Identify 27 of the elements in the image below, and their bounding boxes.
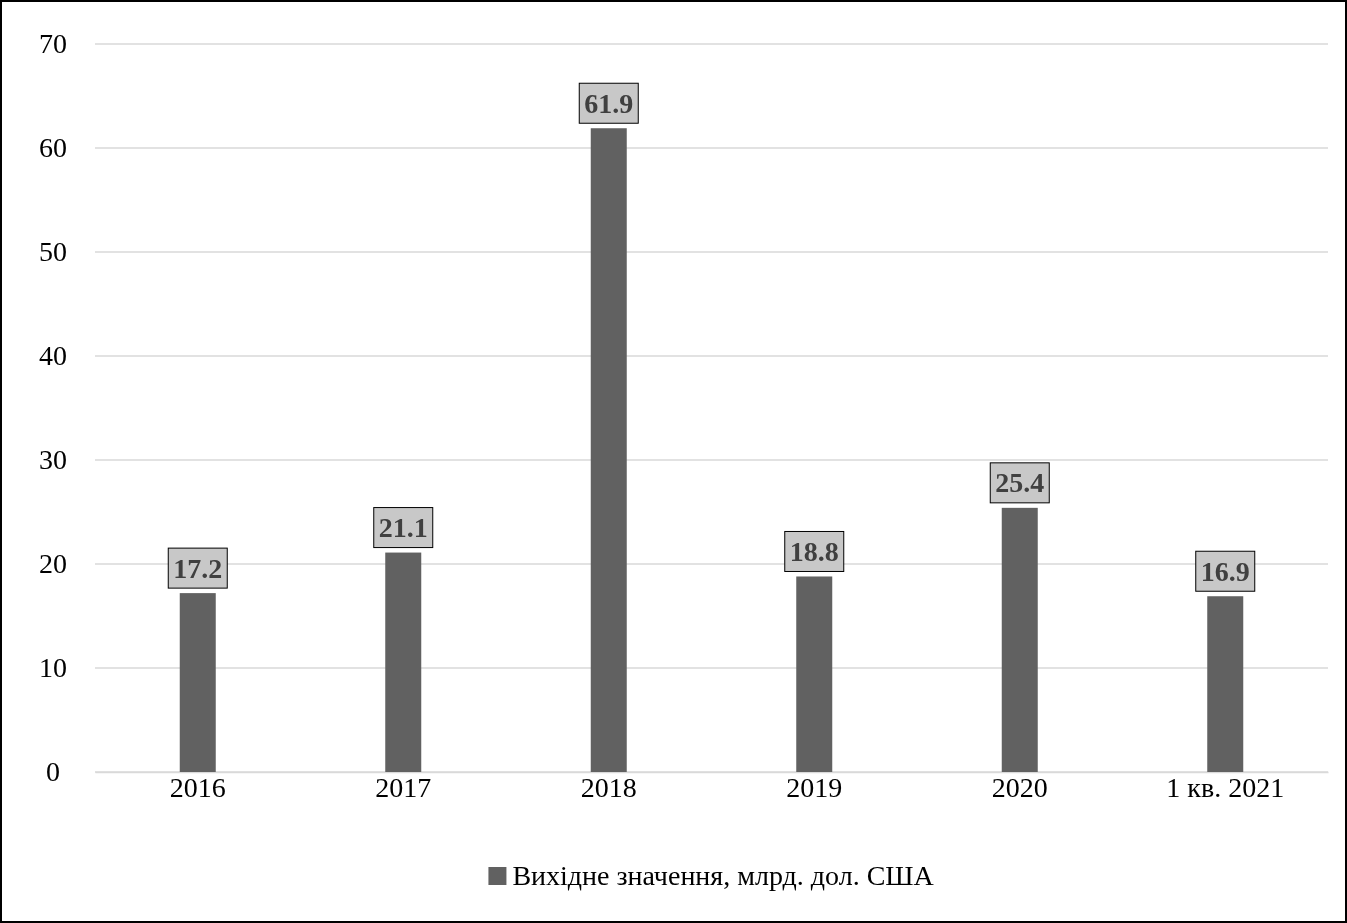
data-label: 16.9 <box>1200 555 1250 587</box>
data-label: 18.8 <box>789 535 839 567</box>
x-tick-label: 2019 <box>786 772 843 803</box>
data-label: 61.9 <box>584 87 634 119</box>
y-tick-label: 30 <box>39 444 67 476</box>
bar <box>179 593 216 772</box>
bar <box>385 552 422 772</box>
y-tick-label: 20 <box>39 548 67 580</box>
data-label: 17.2 <box>173 552 223 584</box>
y-tick-label: 50 <box>39 236 67 268</box>
x-tick-label: 1 кв. 2021 <box>1166 772 1285 803</box>
y-tick-label: 40 <box>39 340 67 372</box>
bar <box>796 576 833 772</box>
x-tick-label: 2016 <box>169 772 226 803</box>
data-label: 21.1 <box>378 512 428 544</box>
x-tick-label: 2017 <box>375 772 432 803</box>
y-tick-label: 10 <box>39 652 67 684</box>
y-tick-label: 60 <box>39 132 67 164</box>
legend-label: Вихідне значення, млрд. дол. США <box>512 860 935 891</box>
data-label: 25.4 <box>995 467 1045 499</box>
x-tick-label: 2020 <box>991 772 1048 803</box>
x-tick-label: 2018 <box>580 772 637 803</box>
y-tick-label: 0 <box>46 756 60 788</box>
y-tick-label: 70 <box>39 28 67 60</box>
bar <box>1001 507 1038 772</box>
bar <box>1207 596 1244 772</box>
bar <box>590 128 627 772</box>
